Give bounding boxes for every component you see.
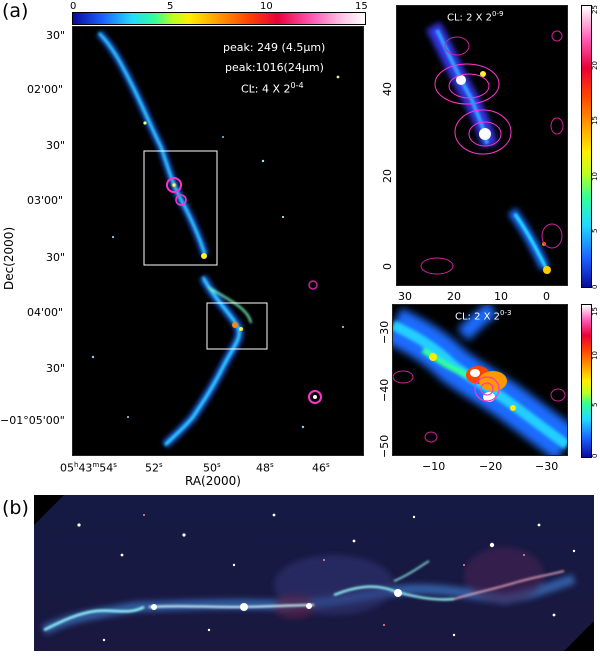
ra-tick-48s: 48s	[256, 461, 274, 475]
inset-bottom-image: CL: 2 X 20-3	[392, 304, 568, 456]
ra-hours: 05	[60, 461, 74, 475]
inset-top-ytick-40: 40	[381, 82, 394, 96]
ra-tick-46s: 46s	[312, 461, 330, 475]
ra-48-unit: s	[270, 461, 274, 469]
panel-b-image	[34, 495, 594, 651]
inset-top-colorbar	[581, 5, 592, 288]
ra-tick-43m54s: 05h43m54s	[60, 461, 117, 475]
ra-50-unit: s	[217, 461, 221, 469]
ra-tick-50s: 50s	[203, 461, 221, 475]
inset-bottom-cbar-tick-0: 0	[591, 453, 599, 458]
inset-bottom-xtick-m30: −30	[535, 460, 559, 473]
inset-bottom-ytick-m40: −40	[378, 378, 391, 402]
dec-tick-05-00: −01°05'00"	[0, 414, 65, 427]
main-colorbar-tick-10: 10	[260, 1, 273, 12]
panel-b-letter: (b)	[2, 497, 29, 519]
annotation-cl-exponent: 0-4	[290, 81, 304, 90]
inset-top-xtick-20: 20	[447, 290, 461, 303]
inset-top-xtick-0: 0	[543, 290, 550, 303]
inset-bottom-colorbar-ticks: 0 5 10 15	[591, 300, 600, 460]
inset-bottom-xtick-m20: −20	[479, 460, 503, 473]
ra-52-unit: s	[159, 461, 163, 469]
dec-tick-03-00: 03'00"	[27, 194, 64, 207]
inset-bottom-cbar-tick-10: 10	[591, 351, 599, 360]
main-colorbar-tick-0: 0	[70, 1, 77, 12]
inset-bottom-cl-base: CL: 2 X 2	[455, 311, 501, 323]
inset-top-xtick-30: 30	[398, 290, 412, 303]
ra-48: 48	[256, 461, 270, 475]
dec-tick-30-a: 30"	[46, 29, 66, 42]
dec-tick-04-00: 04'00"	[27, 306, 64, 319]
inset-top-cl-base: CL: 2 X 2	[447, 12, 493, 24]
inset-bottom-ytick-m30: −30	[378, 320, 391, 344]
inset-bottom-cl-exponent: 0-3	[500, 309, 512, 317]
inset-top-ytick-0: 0	[381, 263, 394, 270]
inset-bottom-cbar-tick-5: 5	[591, 402, 599, 407]
ra-seconds: 54	[99, 461, 114, 475]
inset-bottom-contour-levels: CL: 2 X 20-3	[455, 309, 511, 322]
inset-bottom-cbar-tick-15: 15	[591, 307, 599, 316]
inset-top-cbar-tick-5: 5	[591, 228, 599, 233]
dec-tick-30-b: 30"	[46, 139, 66, 152]
inset-top-image: CL: 2 X 20-9	[396, 5, 568, 286]
annotation-peak-4-5um: peak: 249 (4.5μm)	[223, 41, 326, 54]
annotation-peak-24um: peak:1016(24μm)	[225, 61, 324, 74]
inset-top-cbar-tick-25: 25	[591, 5, 599, 14]
ra-50: 50	[203, 461, 217, 475]
inset-top-xtick-10: 10	[494, 290, 508, 303]
dec-tick-30-c: 30"	[46, 251, 66, 264]
inset-top-contour-levels: CL: 2 X 20-9	[447, 10, 503, 23]
annotation-contour-levels: CL: 4 X 20-4	[241, 81, 304, 96]
inset-top-colorbar-ticks: 0 5 10 15 20 25	[591, 0, 600, 290]
inset-top-cbar-tick-0: 0	[591, 284, 599, 289]
inset-top-cbar-tick-10: 10	[591, 172, 599, 181]
dec-tick-02-00: 02'00"	[27, 83, 64, 96]
dec-axis-label: Dec(2000)	[2, 226, 16, 290]
ra-axis-label: RA(2000)	[185, 474, 241, 488]
main-colorbar-tick-15: 15	[355, 1, 368, 12]
main-map-image: peak: 249 (4.5μm) peak:1016(24μm) CL: 4 …	[72, 26, 364, 456]
ra-minutes: 43	[78, 461, 93, 475]
dec-tick-30-d: 30"	[46, 362, 66, 375]
main-colorbar-tick-5: 5	[167, 1, 174, 12]
ra-46-unit: s	[326, 461, 330, 469]
main-colorbar	[72, 12, 366, 25]
annotation-cl-base: CL: 4 X 2	[241, 82, 291, 96]
panel-a-letter: (a)	[2, 0, 29, 22]
inset-top-cbar-tick-20: 20	[591, 61, 599, 70]
inset-bottom-colorbar	[581, 304, 592, 458]
inset-top-cl-exponent: 0-9	[492, 10, 504, 18]
inset-top-ytick-20: 20	[381, 169, 394, 183]
inset-bottom-ytick-m50: −50	[378, 434, 391, 458]
inset-bottom-xtick-m10: −10	[422, 460, 446, 473]
ra-tick-52s: 52s	[145, 461, 163, 475]
inset-top-cbar-tick-15: 15	[591, 116, 599, 125]
ra-52: 52	[145, 461, 159, 475]
ra-46: 46	[312, 461, 326, 475]
